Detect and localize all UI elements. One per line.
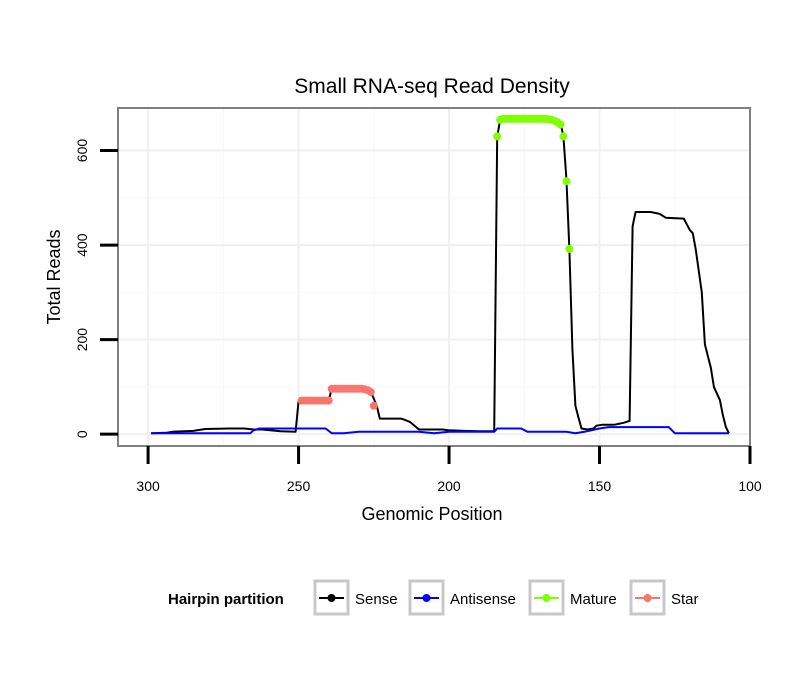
y-tick-label: 400 (74, 233, 90, 257)
data-point-star (324, 396, 333, 405)
data-point-mature (565, 244, 574, 253)
data-point-star (369, 401, 378, 410)
y-tick-label: 600 (74, 139, 90, 163)
y-axis-label: Total Reads (44, 229, 64, 324)
chart-title: Small RNA-seq Read Density (294, 75, 570, 98)
plot-border (117, 107, 751, 447)
data-point-star (366, 388, 375, 397)
data-point-mature (493, 132, 502, 141)
series-line-antisense (151, 426, 729, 435)
series-layer (151, 114, 730, 435)
x-tick-label: 300 (136, 478, 160, 494)
y-tick-label: 200 (74, 328, 90, 352)
data-point-mature (556, 120, 565, 129)
x-tick-label: 250 (287, 478, 311, 494)
legend-dot-sense (327, 594, 336, 602)
x-tick-label: 100 (738, 478, 762, 494)
x-tick-label: 150 (588, 478, 612, 494)
legend: Hairpin partition Sense Antisense Mature Sta… (168, 579, 699, 616)
data-point-mature (559, 132, 568, 141)
x-tick-label: 200 (437, 478, 461, 494)
data-point-mature (562, 177, 571, 186)
legend-dot-antisense (422, 594, 431, 602)
legend-label-antisense: Antisense (450, 591, 516, 608)
legend-dot-star (643, 594, 652, 602)
axes: 300 250 200 150 100 0 200 400 600 (74, 139, 762, 494)
x-axis-label: Genomic Position (361, 504, 502, 524)
legend-label-sense: Sense (355, 591, 398, 608)
legend-title: Hairpin partition (168, 591, 284, 608)
legend-dot-mature (542, 594, 551, 602)
legend-label-mature: Mature (570, 591, 617, 608)
legend-label-star: Star (671, 591, 699, 608)
y-tick-label: 0 (74, 430, 90, 438)
